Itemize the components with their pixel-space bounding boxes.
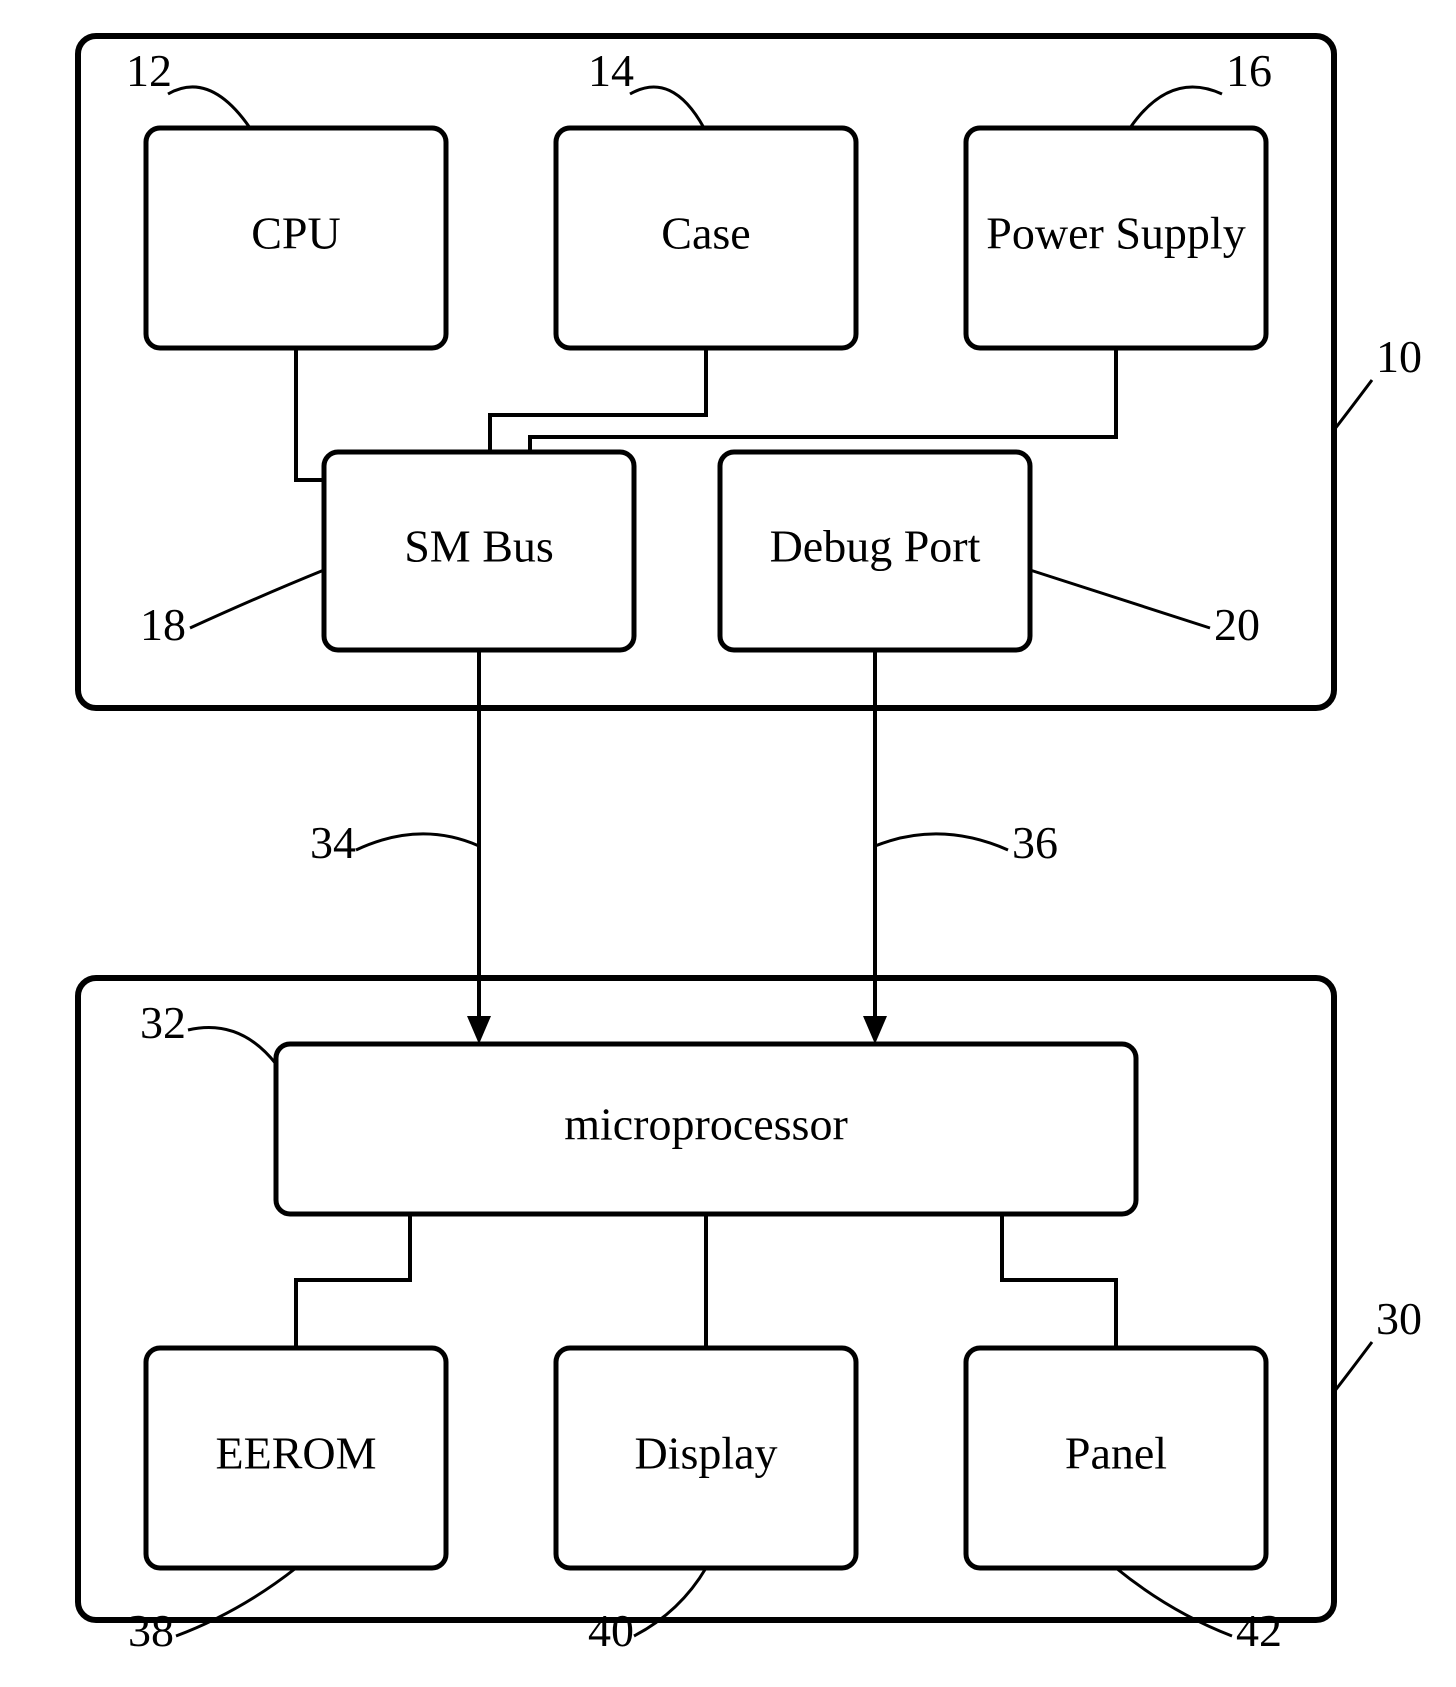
ref-32: 32	[140, 997, 186, 1048]
ref-18: 18	[140, 599, 186, 650]
ref-36-leader	[875, 834, 1008, 850]
ref-16: 16	[1226, 45, 1272, 96]
ref-30: 30	[1376, 1293, 1422, 1344]
box-eerom-label: EEROM	[216, 1428, 377, 1479]
ref-38: 38	[128, 1605, 174, 1656]
box-case-label: Case	[661, 208, 750, 259]
ref-34-leader	[356, 834, 479, 850]
box-micro-label: microprocessor	[564, 1099, 848, 1150]
box-cpu-label: CPU	[251, 208, 340, 259]
box-display-label: Display	[634, 1428, 777, 1479]
ref-34: 34	[310, 817, 356, 868]
ref-36: 36	[1012, 817, 1058, 868]
ref-14: 14	[588, 45, 634, 96]
ref-20: 20	[1214, 599, 1260, 650]
box-smbus-label: SM Bus	[404, 521, 554, 572]
ref-40: 40	[588, 1605, 634, 1656]
ref-10-leader	[1334, 380, 1372, 430]
ref-10: 10	[1376, 331, 1422, 382]
box-psu-label: Power Supply	[986, 208, 1245, 259]
box-panel-label: Panel	[1065, 1428, 1167, 1479]
ref-12: 12	[126, 45, 172, 96]
ref-42: 42	[1236, 1605, 1282, 1656]
box-debug-label: Debug Port	[770, 521, 981, 572]
ref-30-leader	[1334, 1342, 1372, 1392]
